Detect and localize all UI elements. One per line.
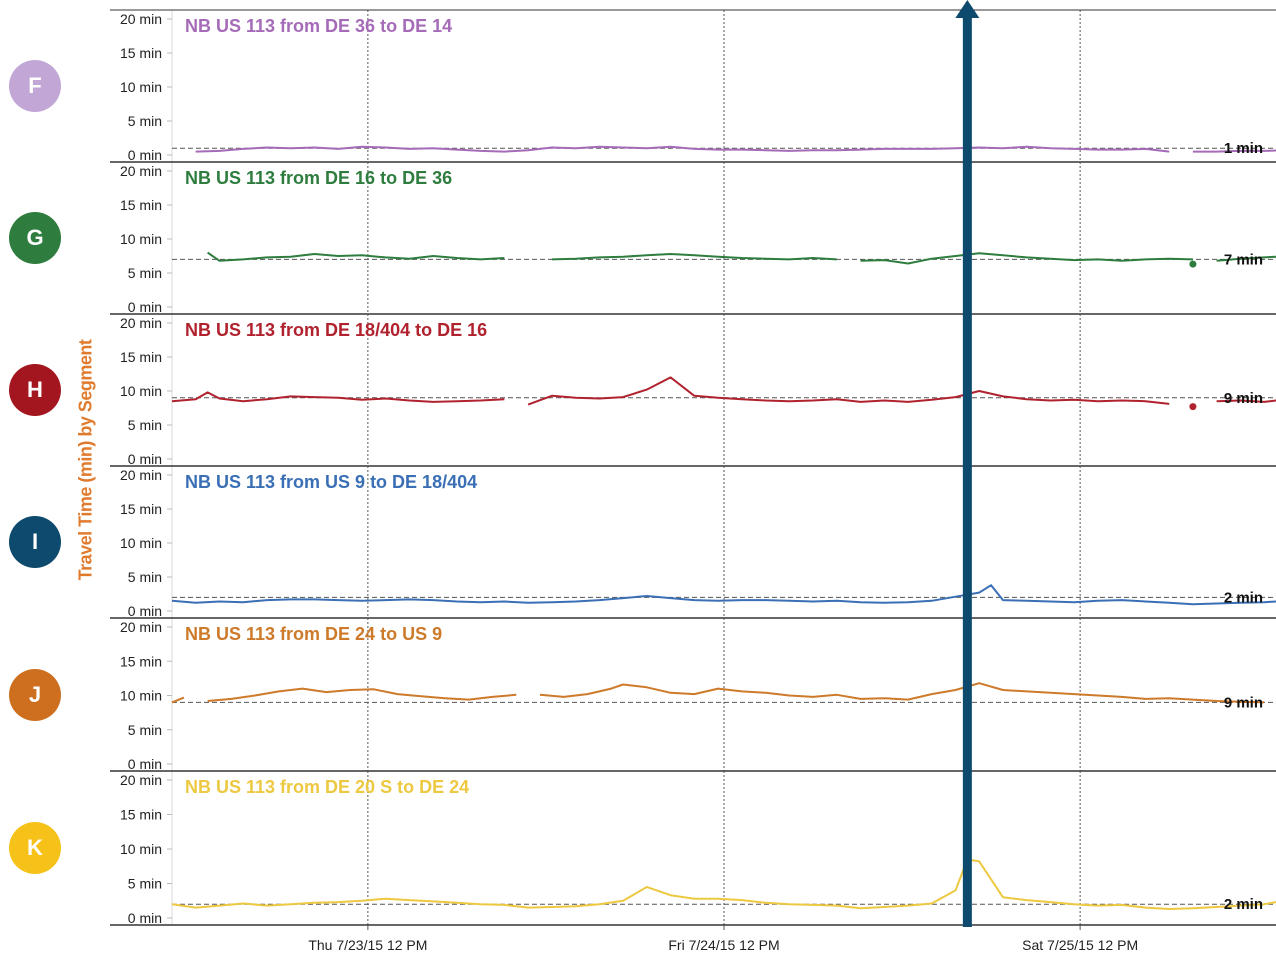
y-tick-label: 0 min xyxy=(128,910,162,926)
x-tick-label: Fri 7/24/15 12 PM xyxy=(668,937,779,953)
time-marker xyxy=(955,0,980,927)
panel-title: NB US 113 from US 9 to DE 18/404 xyxy=(185,472,477,492)
y-tick-label: 0 min xyxy=(128,299,162,315)
x-axis: Thu 7/23/15 12 PM Fri 7/24/15 12 PM Sat 7/… xyxy=(110,924,1276,953)
y-tick-label: 20 min xyxy=(120,772,162,788)
y-tick-label: 0 min xyxy=(128,756,162,772)
baseline-label: 1 min xyxy=(1224,140,1263,157)
baseline-label: 2 min xyxy=(1224,589,1263,606)
panel-title: NB US 113 from DE 24 to US 9 xyxy=(185,624,442,644)
y-tick-label: 15 min xyxy=(120,807,162,823)
data-point xyxy=(1189,403,1197,411)
y-tick-label: 10 min xyxy=(120,535,162,551)
y-tick-label: 0 min xyxy=(128,147,162,163)
segment-badge-k: K xyxy=(9,822,61,874)
panel-j: 0 min 5 min 10 min 15 min 20 min 9 min NB US 1… xyxy=(110,617,1276,772)
series-line xyxy=(539,682,1265,704)
series-line xyxy=(171,391,505,403)
y-tick-label: 0 min xyxy=(128,603,162,619)
panel-k: 0 min 5 min 10 min 15 min 20 min 2 min NB US 1… xyxy=(110,770,1276,926)
y-tick-label: 5 min xyxy=(128,265,162,281)
panel-f: 0 min 5 min 10 min 15 min 20 min 1 min NB US 1… xyxy=(110,9,1276,163)
series-line xyxy=(1216,255,1276,262)
y-tick-label: 10 min xyxy=(120,841,162,857)
panel-title: NB US 113 from DE 36 to DE 14 xyxy=(185,16,452,36)
y-tick-label: 20 min xyxy=(120,467,162,483)
series-line xyxy=(860,252,1193,265)
x-tick-label: Thu 7/23/15 12 PM xyxy=(308,937,427,953)
y-axis-label: Travel Time (min) by Segment xyxy=(75,339,96,581)
y-tick-label: 0 min xyxy=(128,451,162,467)
y-tick-label: 15 min xyxy=(120,653,162,669)
series-line xyxy=(527,376,1170,406)
panel-title: NB US 113 from DE 16 to DE 36 xyxy=(185,168,452,188)
y-tick-label: 20 min xyxy=(120,619,162,635)
x-tick-label: Sat 7/25/15 12 PM xyxy=(1022,937,1138,953)
series-line xyxy=(1216,399,1276,403)
baseline-label: 2 min xyxy=(1224,896,1263,913)
marker-arrowhead xyxy=(955,0,980,18)
y-tick-label: 15 min xyxy=(120,349,162,365)
series-line xyxy=(207,687,517,702)
y-tick-label: 20 min xyxy=(120,11,162,27)
y-tick-label: 10 min xyxy=(120,231,162,247)
series-line xyxy=(551,253,837,261)
segment-badge-i: I xyxy=(9,516,61,568)
panel-title: NB US 113 from DE 20 S to DE 24 xyxy=(185,777,469,797)
y-tick-label: 20 min xyxy=(120,315,162,331)
series-line xyxy=(171,696,185,704)
series-line xyxy=(1192,149,1276,153)
data-point xyxy=(1189,260,1197,268)
panel-h: 0 min 5 min 10 min 15 min 20 min 9 min NB US 1… xyxy=(110,313,1276,467)
segment-badge-g: G xyxy=(9,212,61,264)
panel-title: NB US 113 from DE 18/404 to DE 16 xyxy=(185,320,487,340)
series-line xyxy=(207,251,505,262)
y-tick-label: 15 min xyxy=(120,197,162,213)
y-tick-label: 5 min xyxy=(128,417,162,433)
series-line xyxy=(195,145,1170,153)
y-tick-label: 5 min xyxy=(128,876,162,892)
panel-g: 0 min 5 min 10 min 15 min 20 min 7 min NB US 1… xyxy=(110,161,1276,315)
y-tick-label: 10 min xyxy=(120,383,162,399)
y-tick-label: 15 min xyxy=(120,501,162,517)
series-line xyxy=(171,584,1276,606)
y-tick-label: 5 min xyxy=(128,722,162,738)
panel-i: 0 min 5 min 10 min 15 min 20 min 2 min NB US 1… xyxy=(110,465,1276,619)
baseline-label: 9 min xyxy=(1224,694,1263,711)
baseline-label: 9 min xyxy=(1224,390,1263,407)
panels-layer: 0 min 5 min 10 min 15 min 20 min 1 min NB US 1… xyxy=(110,9,1276,926)
segment-badge-f: F xyxy=(9,60,61,112)
y-tick-label: 15 min xyxy=(120,45,162,61)
y-tick-label: 10 min xyxy=(120,688,162,704)
y-tick-label: 5 min xyxy=(128,569,162,585)
y-tick-label: 20 min xyxy=(120,163,162,179)
baseline-label: 7 min xyxy=(1224,251,1263,268)
series-line xyxy=(171,858,1276,910)
segment-badge-j: J xyxy=(9,668,61,721)
segment-badge-h: H xyxy=(9,364,61,416)
y-tick-label: 5 min xyxy=(128,113,162,129)
y-tick-label: 10 min xyxy=(120,79,162,95)
